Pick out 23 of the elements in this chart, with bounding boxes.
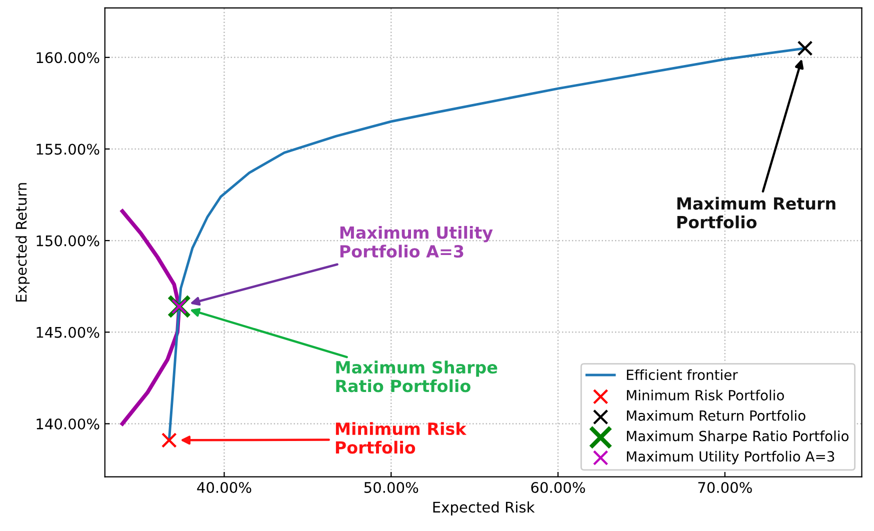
y-tick-label: 145.00% xyxy=(36,326,100,338)
x-tick-label: 50.00% xyxy=(364,482,418,493)
legend-label: Maximum Return Portfolio xyxy=(626,410,806,421)
x-tick-label: 40.00% xyxy=(197,482,252,493)
x-axis-title: Expected Risk xyxy=(433,501,535,516)
legend-label: Maximum Sharpe Ratio Portfolio xyxy=(626,430,849,444)
point xyxy=(171,298,187,314)
y-tick-label: 140.00% xyxy=(36,418,100,430)
annotation: Maximum Utility Portfolio A=3 xyxy=(340,226,493,258)
legend-label: Efficient frontier xyxy=(626,369,738,380)
y-tick-label: 150.00% xyxy=(36,235,100,246)
point xyxy=(161,432,177,448)
legend-label: Maximum Utility Portfolio A=3 xyxy=(626,450,834,464)
y-axis-title: Expected Return xyxy=(15,183,30,302)
x-tick-label: 70.00% xyxy=(698,482,752,493)
point xyxy=(797,40,813,56)
y-tick-label: 155.00% xyxy=(36,144,100,155)
y-tick-label: 160.00% xyxy=(36,52,100,64)
annotation: Maximum Return Portfolio xyxy=(677,196,836,228)
annotation: Minimum Risk Portfolio xyxy=(336,422,467,454)
x-tick-label: 60.00% xyxy=(531,482,586,493)
annotation: Maximum Sharpe Ratio Portfolio xyxy=(336,360,498,392)
legend-label: Minimum Risk Portfolio xyxy=(626,390,784,400)
